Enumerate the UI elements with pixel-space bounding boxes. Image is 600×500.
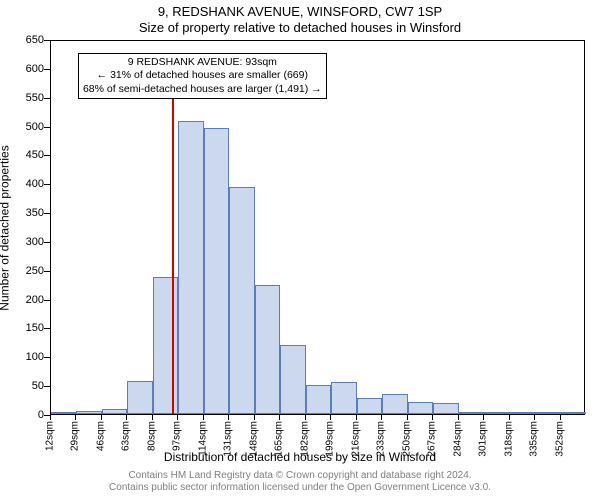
chart-title-address: 9, REDSHANK AVENUE, WINSFORD, CW7 1SP — [0, 4, 600, 19]
x-tick — [152, 414, 153, 420]
x-tick — [228, 414, 229, 420]
x-tick — [356, 414, 357, 420]
footer-line2: Contains public sector information licen… — [0, 482, 600, 494]
x-tick — [432, 414, 433, 420]
histogram-bar — [204, 128, 229, 414]
x-tick-label: 12sqm — [45, 421, 56, 451]
y-tick — [44, 155, 50, 156]
y-tick-label: 350 — [20, 207, 44, 219]
annotation-line: 9 REDSHANK AVENUE: 93sqm — [83, 56, 322, 70]
y-tick — [44, 184, 50, 185]
histogram-bar — [433, 403, 458, 414]
y-tick — [44, 98, 50, 99]
histogram-bar — [561, 412, 586, 414]
y-tick-label: 650 — [20, 34, 44, 46]
annotation-line: ← 31% of detached houses are smaller (66… — [83, 69, 322, 83]
x-tick — [126, 414, 127, 420]
y-tick-label: 500 — [20, 121, 44, 133]
histogram-bar — [382, 394, 407, 414]
y-tick — [44, 357, 50, 358]
y-tick-label: 200 — [20, 294, 44, 306]
x-tick — [534, 414, 535, 420]
y-tick — [44, 271, 50, 272]
y-tick — [44, 40, 50, 41]
x-tick — [305, 414, 306, 420]
y-tick — [44, 300, 50, 301]
x-tick — [254, 414, 255, 420]
x-tick — [458, 414, 459, 420]
histogram-bar — [535, 412, 560, 414]
y-tick — [44, 242, 50, 243]
y-tick — [44, 213, 50, 214]
histogram-bar — [229, 187, 254, 414]
y-tick-label: 600 — [20, 63, 44, 75]
x-tick — [279, 414, 280, 420]
histogram-bar — [510, 412, 535, 414]
x-tick-label: 80sqm — [146, 421, 157, 451]
x-tick — [483, 414, 484, 420]
annotation-line: 68% of semi-detached houses are larger (… — [83, 83, 322, 97]
histogram-bar — [51, 412, 76, 414]
x-tick — [50, 414, 51, 420]
x-tick — [509, 414, 510, 420]
x-tick — [101, 414, 102, 420]
x-tick — [407, 414, 408, 420]
x-tick — [381, 414, 382, 420]
histogram-bar — [357, 398, 382, 414]
histogram-bar — [484, 412, 509, 414]
y-tick-label: 0 — [20, 409, 44, 421]
annotation-box: 9 REDSHANK AVENUE: 93sqm← 31% of detache… — [78, 53, 327, 100]
x-tick — [330, 414, 331, 420]
histogram-bar — [306, 385, 331, 414]
histogram-bar — [178, 121, 203, 414]
y-tick-label: 450 — [20, 149, 44, 161]
y-tick-label: 400 — [20, 178, 44, 190]
x-tick-label: 46sqm — [95, 421, 106, 451]
property-marker-line — [172, 79, 174, 414]
x-tick-label: 63sqm — [121, 421, 132, 451]
y-tick — [44, 127, 50, 128]
histogram-bar — [459, 412, 484, 414]
histogram-bar — [76, 411, 101, 414]
histogram-bar — [331, 382, 356, 414]
chart-title-desc: Size of property relative to detached ho… — [0, 20, 600, 35]
footer-attribution: Contains HM Land Registry data © Crown c… — [0, 470, 600, 494]
y-tick — [44, 69, 50, 70]
x-tick — [177, 414, 178, 420]
y-tick-label: 150 — [20, 322, 44, 334]
y-tick-label: 50 — [20, 380, 44, 392]
x-tick — [560, 414, 561, 420]
x-tick-label: 97sqm — [172, 421, 183, 451]
histogram-bar — [102, 409, 127, 414]
histogram-bar — [280, 345, 305, 414]
histogram-bar — [127, 381, 152, 414]
y-tick-label: 250 — [20, 265, 44, 277]
y-tick-label: 550 — [20, 92, 44, 104]
plot-area: 9 REDSHANK AVENUE: 93sqm← 31% of detache… — [50, 40, 585, 415]
histogram-bar — [408, 402, 433, 414]
histogram-bar — [153, 277, 178, 414]
y-tick — [44, 386, 50, 387]
y-tick-label: 300 — [20, 236, 44, 248]
footer-line1: Contains HM Land Registry data © Crown c… — [0, 470, 600, 482]
x-tick — [75, 414, 76, 420]
y-tick — [44, 328, 50, 329]
y-tick-label: 100 — [20, 351, 44, 363]
x-axis-caption: Distribution of detached houses by size … — [0, 450, 600, 464]
y-axis-label: Number of detached properties — [0, 40, 15, 415]
x-tick — [203, 414, 204, 420]
histogram-bar — [255, 285, 280, 414]
x-tick-label: 29sqm — [70, 421, 81, 451]
